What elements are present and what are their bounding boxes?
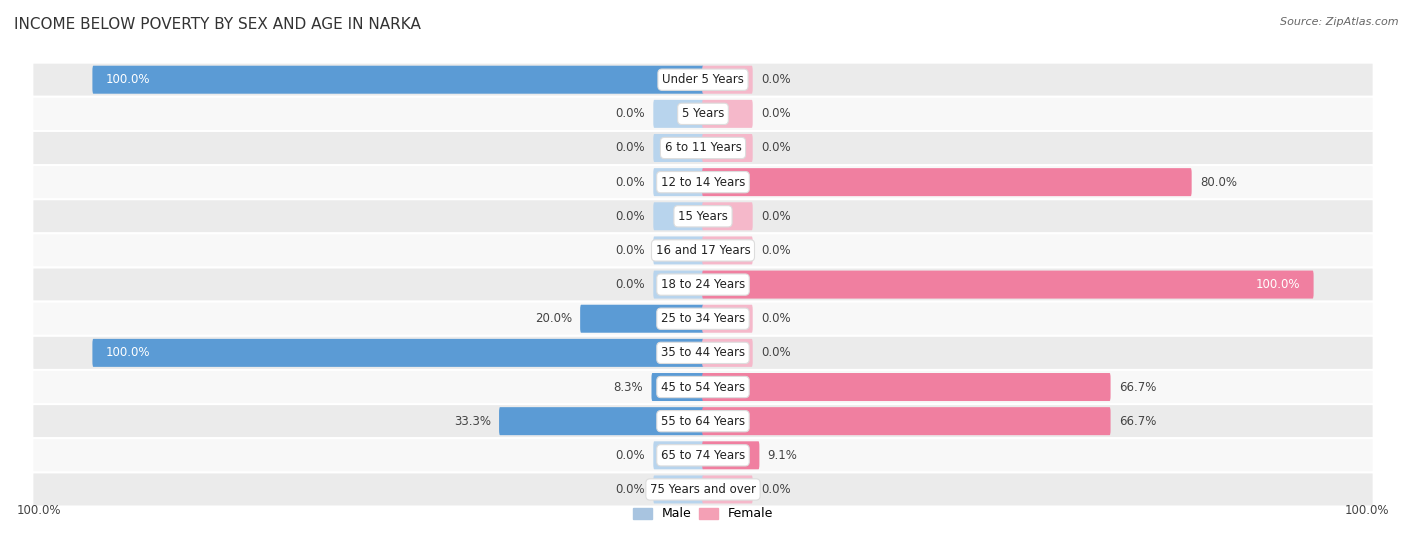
FancyBboxPatch shape (32, 165, 1374, 199)
FancyBboxPatch shape (702, 305, 752, 333)
Text: 0.0%: 0.0% (616, 449, 645, 462)
FancyBboxPatch shape (32, 199, 1374, 233)
FancyBboxPatch shape (702, 373, 1111, 401)
FancyBboxPatch shape (702, 168, 1192, 196)
FancyBboxPatch shape (702, 134, 752, 162)
FancyBboxPatch shape (499, 407, 704, 435)
FancyBboxPatch shape (654, 441, 704, 469)
FancyBboxPatch shape (654, 475, 704, 503)
FancyBboxPatch shape (32, 370, 1374, 404)
Text: 5 Years: 5 Years (682, 107, 724, 121)
Text: 8.3%: 8.3% (613, 381, 644, 393)
Text: 100.0%: 100.0% (105, 73, 150, 86)
Text: 20.0%: 20.0% (534, 312, 572, 325)
Text: 0.0%: 0.0% (616, 142, 645, 155)
Text: 100.0%: 100.0% (1256, 278, 1301, 291)
FancyBboxPatch shape (32, 404, 1374, 438)
Text: 0.0%: 0.0% (761, 244, 790, 257)
FancyBboxPatch shape (32, 473, 1374, 507)
Text: 100.0%: 100.0% (1344, 504, 1389, 517)
Text: 25 to 34 Years: 25 to 34 Years (661, 312, 745, 325)
Text: 18 to 24 Years: 18 to 24 Years (661, 278, 745, 291)
FancyBboxPatch shape (654, 168, 704, 196)
Legend: Male, Female: Male, Female (628, 502, 778, 526)
Text: 12 to 14 Years: 12 to 14 Years (661, 176, 745, 189)
FancyBboxPatch shape (581, 305, 704, 333)
Text: Source: ZipAtlas.com: Source: ZipAtlas.com (1281, 17, 1399, 27)
FancyBboxPatch shape (702, 203, 752, 230)
Text: 66.7%: 66.7% (1119, 415, 1156, 427)
Text: 0.0%: 0.0% (616, 107, 645, 121)
FancyBboxPatch shape (32, 131, 1374, 165)
FancyBboxPatch shape (702, 441, 759, 469)
Text: 0.0%: 0.0% (761, 142, 790, 155)
FancyBboxPatch shape (32, 302, 1374, 336)
FancyBboxPatch shape (654, 271, 704, 299)
Text: 100.0%: 100.0% (105, 347, 150, 359)
Text: 16 and 17 Years: 16 and 17 Years (655, 244, 751, 257)
FancyBboxPatch shape (702, 475, 752, 503)
Text: 55 to 64 Years: 55 to 64 Years (661, 415, 745, 427)
Text: 0.0%: 0.0% (616, 210, 645, 223)
Text: 9.1%: 9.1% (768, 449, 797, 462)
Text: 15 Years: 15 Years (678, 210, 728, 223)
FancyBboxPatch shape (93, 339, 704, 367)
Text: 0.0%: 0.0% (761, 210, 790, 223)
Text: 35 to 44 Years: 35 to 44 Years (661, 347, 745, 359)
FancyBboxPatch shape (702, 339, 752, 367)
FancyBboxPatch shape (702, 271, 1313, 299)
FancyBboxPatch shape (32, 62, 1374, 97)
Text: 0.0%: 0.0% (616, 176, 645, 189)
Text: Under 5 Years: Under 5 Years (662, 73, 744, 86)
Text: INCOME BELOW POVERTY BY SEX AND AGE IN NARKA: INCOME BELOW POVERTY BY SEX AND AGE IN N… (14, 17, 420, 32)
Text: 6 to 11 Years: 6 to 11 Years (665, 142, 741, 155)
FancyBboxPatch shape (654, 134, 704, 162)
Text: 0.0%: 0.0% (616, 278, 645, 291)
FancyBboxPatch shape (654, 100, 704, 128)
Text: 0.0%: 0.0% (761, 483, 790, 496)
Text: 65 to 74 Years: 65 to 74 Years (661, 449, 745, 462)
FancyBboxPatch shape (32, 233, 1374, 267)
Text: 80.0%: 80.0% (1199, 176, 1237, 189)
FancyBboxPatch shape (702, 100, 752, 128)
FancyBboxPatch shape (93, 66, 704, 94)
FancyBboxPatch shape (702, 66, 752, 94)
Text: 0.0%: 0.0% (761, 107, 790, 121)
Text: 33.3%: 33.3% (454, 415, 491, 427)
FancyBboxPatch shape (32, 267, 1374, 302)
FancyBboxPatch shape (32, 438, 1374, 473)
FancyBboxPatch shape (32, 336, 1374, 370)
Text: 75 Years and over: 75 Years and over (650, 483, 756, 496)
FancyBboxPatch shape (654, 237, 704, 264)
FancyBboxPatch shape (702, 407, 1111, 435)
Text: 0.0%: 0.0% (761, 347, 790, 359)
Text: 0.0%: 0.0% (761, 73, 790, 86)
FancyBboxPatch shape (654, 203, 704, 230)
Text: 0.0%: 0.0% (616, 483, 645, 496)
Text: 45 to 54 Years: 45 to 54 Years (661, 381, 745, 393)
FancyBboxPatch shape (651, 373, 704, 401)
Text: 0.0%: 0.0% (616, 244, 645, 257)
Text: 66.7%: 66.7% (1119, 381, 1156, 393)
Text: 100.0%: 100.0% (17, 504, 62, 517)
Text: 0.0%: 0.0% (761, 312, 790, 325)
FancyBboxPatch shape (702, 237, 752, 264)
FancyBboxPatch shape (32, 97, 1374, 131)
